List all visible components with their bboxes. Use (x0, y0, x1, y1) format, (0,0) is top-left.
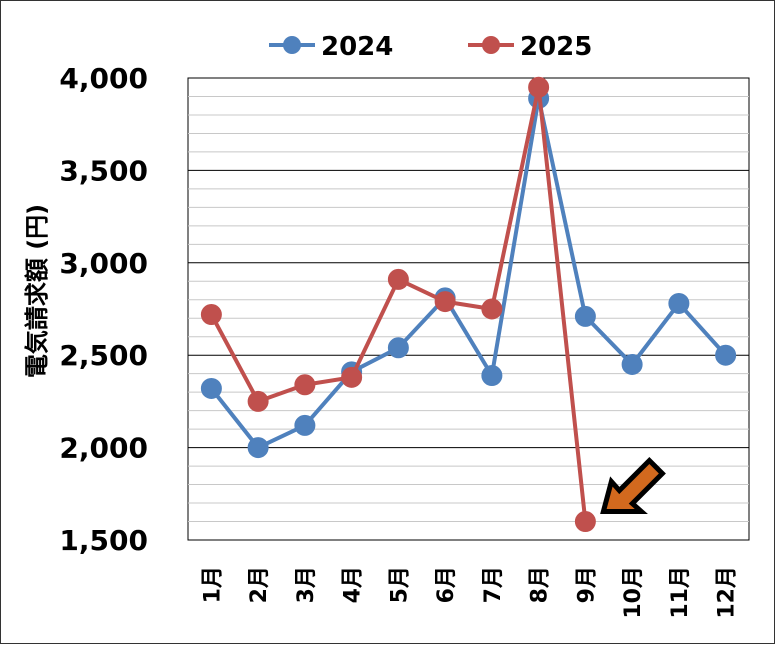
plot-area (187, 77, 750, 541)
data-point (247, 390, 269, 412)
x-tick-label: 2月 (247, 566, 272, 603)
legend-item: 2025 (468, 32, 592, 62)
x-tick-label: 5月 (387, 566, 412, 603)
x-tick-label: 6月 (434, 566, 459, 603)
data-point (247, 437, 269, 459)
minor-gridlines (188, 95, 749, 523)
data-point (294, 414, 316, 436)
x-tick-label: 3月 (294, 566, 319, 603)
data-point (434, 291, 456, 313)
y-tick-label: 2,500 (59, 339, 148, 372)
legend-marker (283, 36, 301, 54)
orange-arrow-icon (600, 456, 666, 515)
x-tick-label: 8月 (528, 566, 553, 603)
x-tick-label: 10月 (621, 566, 646, 619)
x-tick-label: 9月 (574, 566, 599, 603)
x-axis-ticks: 1月 2月 3月 4月 5月 6月 7月 8月 9月 10月 11月 12月 (200, 566, 739, 619)
y-tick-label: 3,000 (59, 247, 148, 280)
data-point (574, 511, 596, 533)
x-tick-label: 11月 (668, 566, 693, 619)
x-tick-label: 1月 (200, 566, 225, 603)
series-layer (200, 76, 737, 533)
data-point (387, 337, 409, 359)
legend-item: 2024 (269, 32, 393, 62)
data-point (200, 377, 222, 399)
data-point (341, 366, 363, 388)
x-tick-label: 4月 (341, 566, 366, 603)
data-point (668, 292, 690, 314)
data-point (528, 76, 550, 98)
legend: 2024 2025 (269, 32, 592, 62)
data-point (200, 304, 222, 326)
legend-marker (482, 36, 500, 54)
data-point (481, 365, 503, 387)
y-axis-ticks: 1,500 2,000 2,500 3,000 3,500 4,000 (59, 62, 148, 557)
data-point (574, 305, 596, 327)
y-tick-label: 1,500 (59, 524, 148, 557)
data-point (387, 268, 409, 290)
data-point (294, 374, 316, 396)
data-point (621, 353, 643, 375)
data-point (715, 344, 737, 366)
legend-label: 2025 (520, 32, 592, 62)
y-axis-label: 電気請求額 (円) (23, 204, 51, 378)
major-gridlines (188, 77, 749, 541)
y-tick-label: 4,000 (59, 62, 148, 95)
x-tick-label: 7月 (481, 566, 506, 603)
y-tick-label: 2,000 (59, 432, 148, 465)
annotation-arrow (600, 456, 666, 515)
y-tick-label: 3,500 (59, 154, 148, 187)
data-point (481, 298, 503, 320)
legend-label: 2024 (321, 32, 393, 62)
x-tick-label: 12月 (715, 566, 740, 619)
series-2025 (200, 76, 596, 533)
